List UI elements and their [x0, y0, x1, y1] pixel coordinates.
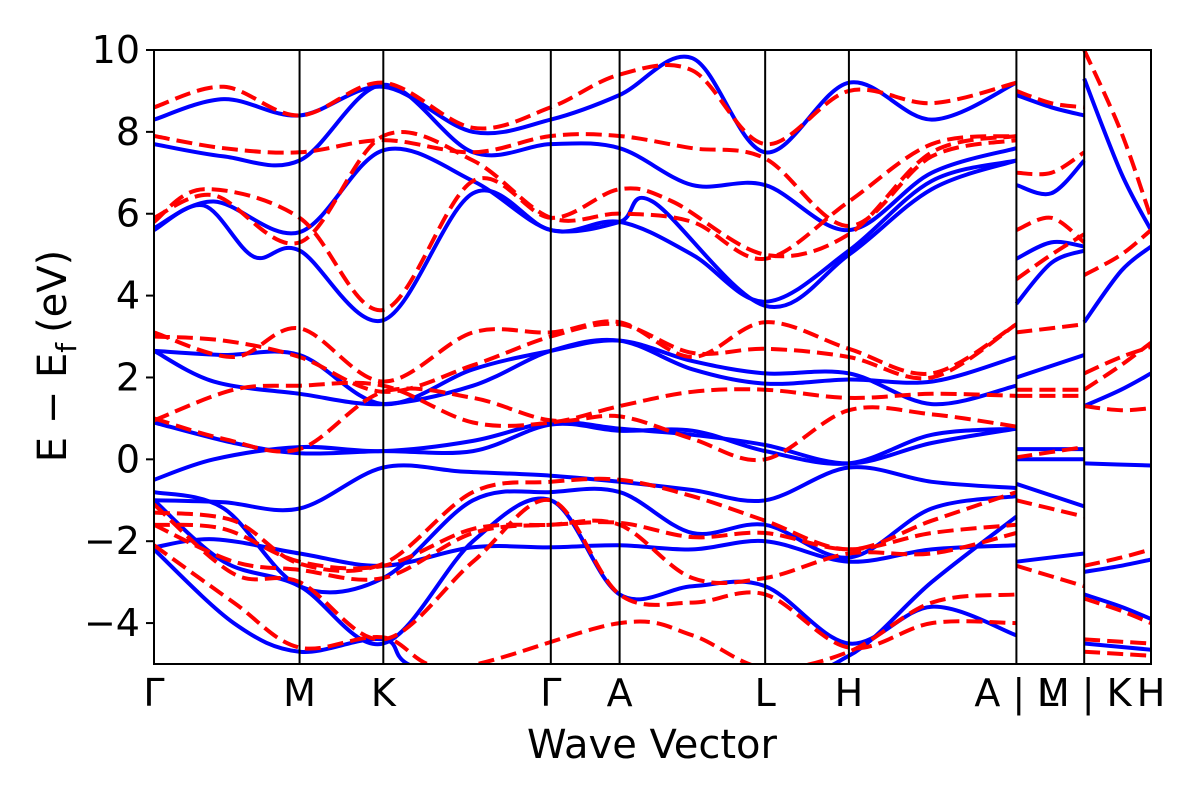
- dashed-band-31: [1083, 228, 1151, 277]
- solid-band-16: [1016, 551, 1085, 564]
- y-tick-label-2: 0: [116, 437, 140, 481]
- axes-frame: [153, 49, 1152, 665]
- dashed-band-23: [1083, 341, 1151, 392]
- dashed-band-29: [1084, 649, 1151, 658]
- dashed-band-22: [1015, 89, 1085, 110]
- y-axis-label: E − Ef (eV): [30, 250, 83, 463]
- solid-band-3: [154, 420, 1017, 466]
- solid-band-7: [154, 146, 1017, 304]
- plot-area: [154, 50, 1151, 664]
- x-tick-label-7: A | L: [974, 671, 1058, 716]
- dashed-band-27: [1083, 596, 1151, 625]
- y-tick-label-1: −2: [84, 519, 140, 563]
- solid-band-22: [1082, 244, 1151, 324]
- dashed-band-19: [1015, 215, 1086, 245]
- x-tick-label-2: K: [371, 671, 397, 715]
- plot-frame: [153, 49, 1152, 665]
- y-tick-label-6: 8: [116, 110, 140, 154]
- y-axis-label-unit: (eV): [30, 250, 76, 333]
- x-tick-label-1: M: [283, 671, 316, 715]
- dashed-band-21: [1016, 150, 1086, 177]
- dashed-band-3: [154, 380, 1017, 428]
- solid-band-28: [1082, 77, 1151, 232]
- dashed-band-16: [1016, 445, 1085, 460]
- dashed-band-18: [1015, 498, 1085, 519]
- x-tick-label-8: M | K: [1037, 671, 1133, 716]
- x-axis-label: Wave Vector: [527, 722, 778, 768]
- solid-band-25: [1083, 557, 1151, 574]
- dashed-band-25: [1083, 344, 1151, 376]
- solid-band-27: [1084, 641, 1151, 652]
- high-symmetry-lines: [298, 50, 1086, 664]
- dashed-band-17: [1015, 563, 1085, 589]
- dashed-band-20: [1015, 232, 1086, 281]
- y-tick-label-0: −4: [84, 601, 140, 645]
- solid-band-18: [1015, 239, 1085, 261]
- x-tick-label-9: H: [1137, 671, 1166, 715]
- x-tick-label-4: A: [607, 671, 633, 715]
- y-tick-label-5: 6: [116, 192, 140, 236]
- solid-band-17: [1015, 353, 1085, 380]
- dashed-band-10: [154, 476, 1018, 573]
- solid-band-21: [1015, 93, 1085, 118]
- solid-band-12: [154, 515, 1018, 664]
- x-tick-label-5: L: [755, 671, 776, 715]
- x-tick-label-6: H: [835, 671, 864, 715]
- dashed-band-28: [1084, 637, 1151, 646]
- y-axis-label-subscript: f: [50, 342, 83, 353]
- solid-band-5: [154, 337, 1017, 407]
- y-axis-ticks: −4 −2 0 2 4 6 8 10: [84, 28, 154, 645]
- solid-band-24: [1084, 461, 1151, 468]
- dashed-band-26: [1083, 547, 1151, 568]
- solid-band-20: [1015, 159, 1086, 197]
- dashed-band-9: [154, 63, 1017, 147]
- dashed-band-15: [1016, 322, 1085, 335]
- y-tick-label-3: 2: [116, 355, 140, 399]
- solid-band-13: [1015, 481, 1085, 509]
- solid-band-26: [1083, 592, 1151, 621]
- dashed-band-12: [154, 497, 1017, 651]
- x-tick-label-3: Γ: [540, 671, 561, 715]
- dashed-band-7: [154, 130, 1017, 261]
- solid-band-23: [1083, 371, 1151, 408]
- y-axis-label-main: E − E: [30, 353, 76, 463]
- x-tick-label-0: Γ: [143, 671, 164, 715]
- y-tick-label-7: 10: [92, 28, 140, 72]
- dashed-band-24: [1083, 404, 1151, 413]
- plot-background: [154, 50, 1151, 664]
- solid-band-19: [1014, 248, 1085, 306]
- y-tick-label-4: 4: [116, 274, 140, 318]
- dashed-band-1: [154, 518, 1017, 586]
